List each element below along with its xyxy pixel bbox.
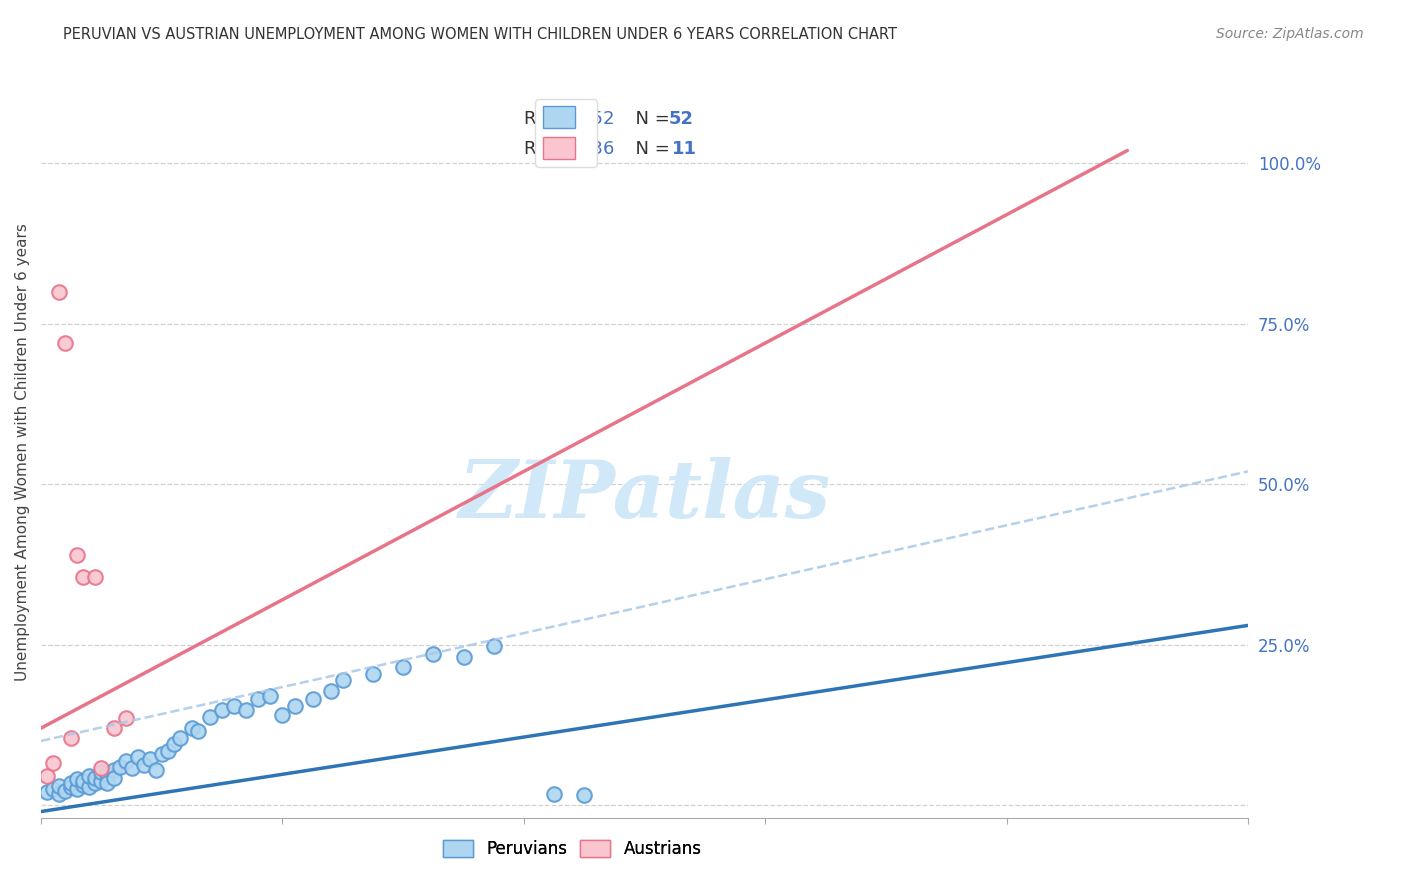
Point bbox=[72, 778, 94, 792]
Point bbox=[37, 785, 59, 799]
Text: Source: ZipAtlas.com: Source: ZipAtlas.com bbox=[1216, 27, 1364, 41]
Point bbox=[132, 758, 155, 772]
Point bbox=[42, 782, 65, 797]
Point bbox=[103, 771, 125, 785]
Point bbox=[271, 708, 294, 723]
Point bbox=[198, 709, 221, 723]
Point bbox=[121, 761, 143, 775]
Point bbox=[138, 752, 160, 766]
Point bbox=[90, 764, 112, 779]
Point bbox=[332, 673, 354, 687]
Text: 0.736: 0.736 bbox=[564, 139, 614, 158]
Point bbox=[181, 721, 204, 735]
Point bbox=[84, 775, 107, 789]
Point bbox=[60, 780, 83, 794]
Point bbox=[247, 692, 270, 706]
Point bbox=[150, 747, 173, 761]
Point bbox=[574, 789, 596, 803]
Point bbox=[169, 731, 191, 745]
Point bbox=[482, 639, 505, 653]
Point bbox=[103, 763, 125, 777]
Point bbox=[422, 648, 444, 662]
Text: 0.552: 0.552 bbox=[564, 111, 616, 128]
Text: ZIPatlas: ZIPatlas bbox=[458, 458, 831, 535]
Point bbox=[543, 787, 565, 801]
Point bbox=[392, 660, 415, 674]
Point bbox=[187, 724, 209, 739]
Text: 52: 52 bbox=[669, 111, 693, 128]
Point bbox=[37, 769, 59, 783]
Point bbox=[163, 737, 186, 751]
Point bbox=[48, 285, 70, 299]
Point bbox=[90, 761, 112, 775]
Text: 11: 11 bbox=[672, 139, 697, 158]
Point bbox=[60, 731, 83, 745]
Point bbox=[53, 336, 76, 351]
Point bbox=[301, 692, 323, 706]
Point bbox=[127, 750, 149, 764]
Point bbox=[79, 769, 101, 783]
Y-axis label: Unemployment Among Women with Children Under 6 years: Unemployment Among Women with Children U… bbox=[15, 223, 30, 681]
Point bbox=[42, 756, 65, 771]
Point bbox=[224, 698, 246, 713]
Point bbox=[361, 666, 384, 681]
Point bbox=[66, 772, 89, 787]
Point bbox=[72, 773, 94, 788]
Point bbox=[79, 780, 101, 794]
Point bbox=[90, 773, 112, 788]
Point bbox=[211, 703, 233, 717]
Text: N =: N = bbox=[624, 111, 675, 128]
Point bbox=[453, 650, 475, 665]
Point bbox=[103, 721, 125, 735]
Point bbox=[114, 711, 136, 725]
Point bbox=[259, 689, 281, 703]
Point bbox=[60, 775, 83, 789]
Point bbox=[66, 782, 89, 797]
Point bbox=[96, 775, 118, 789]
Point bbox=[283, 698, 305, 713]
Text: R =: R = bbox=[524, 139, 562, 158]
Point bbox=[84, 771, 107, 785]
Point bbox=[48, 779, 70, 793]
Point bbox=[48, 787, 70, 801]
Point bbox=[53, 784, 76, 798]
Point bbox=[114, 755, 136, 769]
Point bbox=[145, 763, 167, 777]
Point bbox=[96, 767, 118, 781]
Legend: Peruvians, Austrians: Peruvians, Austrians bbox=[436, 833, 709, 864]
Point bbox=[84, 570, 107, 584]
Point bbox=[72, 570, 94, 584]
Text: N =: N = bbox=[624, 139, 682, 158]
Point bbox=[156, 743, 179, 757]
Point bbox=[66, 548, 89, 562]
Point bbox=[319, 684, 342, 698]
Point bbox=[235, 703, 257, 717]
Text: R =: R = bbox=[524, 111, 562, 128]
Point bbox=[108, 759, 131, 773]
Text: PERUVIAN VS AUSTRIAN UNEMPLOYMENT AMONG WOMEN WITH CHILDREN UNDER 6 YEARS CORREL: PERUVIAN VS AUSTRIAN UNEMPLOYMENT AMONG … bbox=[63, 27, 897, 42]
